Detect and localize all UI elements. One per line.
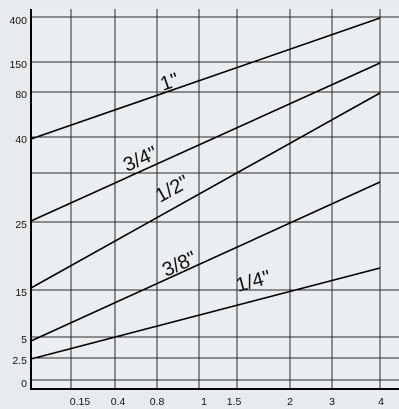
series-line-1-inch bbox=[30, 17, 381, 140]
y-tick-25: 25 bbox=[15, 219, 27, 231]
y-tick-15: 15 bbox=[15, 287, 27, 299]
y-tick-150: 150 bbox=[9, 59, 27, 71]
plot-area bbox=[31, 9, 399, 389]
grid bbox=[31, 9, 399, 389]
series-line-1-4-inch bbox=[30, 267, 381, 360]
x-tick-2: 2 bbox=[287, 396, 293, 408]
y-tick-labels: 400 150 80 40 25 15 5 2.5 0 bbox=[9, 15, 27, 390]
y-tick-80: 80 bbox=[15, 89, 27, 101]
x-tick-0-4: 0.4 bbox=[111, 396, 126, 408]
x-tick-3: 3 bbox=[329, 396, 335, 408]
x-tick-0-15: 0.15 bbox=[70, 396, 91, 408]
y-tick-40: 40 bbox=[15, 134, 27, 146]
series-line-3-4-inch bbox=[30, 62, 381, 222]
x-tick-1: 1 bbox=[201, 396, 207, 408]
axes bbox=[30, 9, 399, 390]
y-tick-2-5: 2.5 bbox=[12, 355, 27, 367]
x-tick-0-8: 0.8 bbox=[150, 396, 165, 408]
y-tick-5: 5 bbox=[21, 334, 27, 346]
series-lines bbox=[30, 17, 381, 360]
x-tick-1-5: 1.5 bbox=[227, 396, 242, 408]
series-line-3-8-inch bbox=[30, 181, 381, 342]
y-tick-0: 0 bbox=[21, 378, 27, 390]
series-line-1-2-inch bbox=[30, 92, 381, 289]
x-tick-labels: 0.15 0.4 0.8 1 1.5 2 3 4 bbox=[70, 396, 384, 408]
y-tick-400: 400 bbox=[9, 15, 27, 27]
x-tick-4: 4 bbox=[378, 396, 384, 408]
